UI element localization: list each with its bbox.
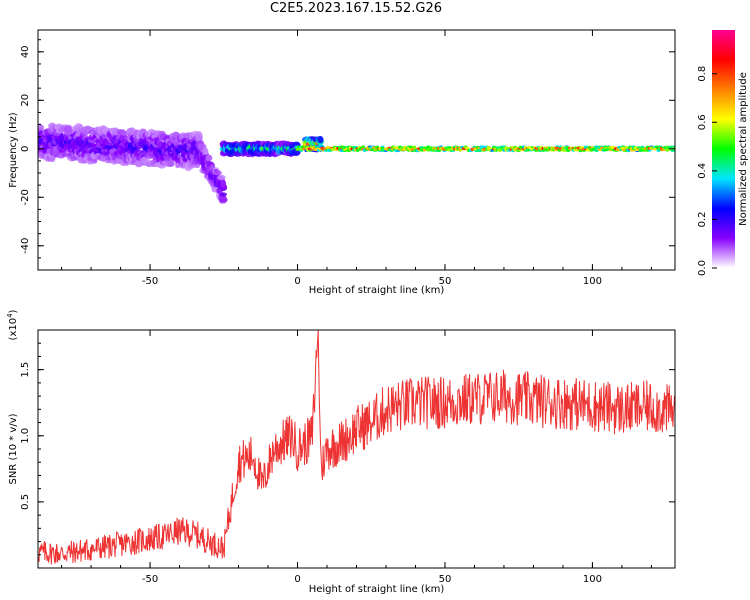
heatmap-cell [360, 145, 365, 149]
heatmap-cell [220, 179, 227, 188]
x-axis-label-top: Height of straight line (km) [309, 285, 445, 296]
y-axis-label-top: Frequency (Hz) [8, 112, 19, 188]
y-tick-label-top: 20 [20, 94, 31, 107]
x-tick-label-bottom: 0 [294, 574, 300, 585]
x-tick-label-bottom: -50 [142, 574, 158, 585]
heatmap-cell [672, 146, 675, 150]
heatmap-cell [205, 154, 213, 162]
y-scale-base: (x10 [8, 318, 19, 341]
colorbar-tick-label: 0.8 [697, 66, 708, 82]
heatmap-cell [39, 124, 45, 132]
colorbar-tick-label: 0.4 [697, 163, 708, 179]
snr-series-line [38, 330, 675, 565]
spectrogram-panel: -50 0 50 100 40 20 0 -20 -40 Height of straight l… [8, 29, 676, 296]
heatmap-cell [670, 148, 675, 152]
heatmap-cell [217, 174, 226, 181]
heatmap-cell [219, 192, 228, 197]
colorbar: 0.0 0.2 0.4 0.6 0.8 Normalized spectral ampli… [697, 30, 749, 276]
x-tick-label-bottom: 100 [583, 574, 602, 585]
colorbar-label: Normalized spectral amplitude [738, 72, 749, 226]
x-tick-label-top: 100 [583, 276, 602, 287]
snr-panel: -50 0 50 100 0.5 1.0 1.5 Height of straight lin… [6, 309, 676, 595]
y-tick-label-top: -20 [20, 189, 31, 205]
heatmap-cell [195, 134, 203, 141]
x-tick-label-bottom: 50 [439, 574, 452, 585]
y-tick-label-bottom: 1.0 [20, 428, 31, 444]
heatmap-cell [562, 148, 567, 152]
y-scale-close: ) [8, 309, 19, 313]
y-scale-exponent: 4 [6, 313, 14, 318]
page-title: C2E5.2023.167.15.52.G26 [269, 1, 443, 16]
colorbar-tick-label: 0.2 [697, 211, 708, 227]
y-tick-label-top: -40 [20, 238, 31, 254]
y-tick-label-top: 40 [20, 45, 31, 58]
y-scale-label: (x104) [6, 309, 19, 340]
plot-frame-bottom [37, 329, 676, 569]
y-tick-label-bottom: 0.5 [20, 494, 31, 510]
x-tick-label-top: 0 [294, 276, 300, 287]
y-axis-label-bottom: SNR (10 * v/v) [8, 413, 19, 484]
heatmap-cell [355, 148, 360, 152]
heatmap-cell [325, 146, 330, 150]
heatmap-cell [218, 197, 228, 203]
y-tick-label-bottom: 1.5 [20, 362, 31, 378]
heatmap-cell [408, 145, 413, 149]
heatmap-cell [594, 148, 599, 152]
heatmap-cell [412, 145, 417, 149]
y-tick-label-top: 0 [20, 146, 31, 152]
spectrogram-cells [38, 122, 675, 204]
x-tick-label-top: -50 [142, 276, 158, 287]
heatmap-cell [624, 146, 629, 150]
x-axis-label-bottom: Height of straight line (km) [309, 584, 445, 595]
heatmap-cell [167, 160, 174, 167]
colorbar-tick-label: 0.0 [697, 260, 708, 276]
heatmap-cell [477, 149, 482, 153]
heatmap-cell [668, 145, 673, 149]
heatmap-cell [317, 135, 324, 144]
x-tick-label-top: 50 [439, 276, 452, 287]
heatmap-cell [583, 145, 588, 149]
heatmap-cell [202, 147, 209, 156]
colorbar-tick-label: 0.6 [697, 114, 708, 130]
heatmap-cell [213, 170, 222, 176]
colorbar-gradient [712, 30, 735, 268]
